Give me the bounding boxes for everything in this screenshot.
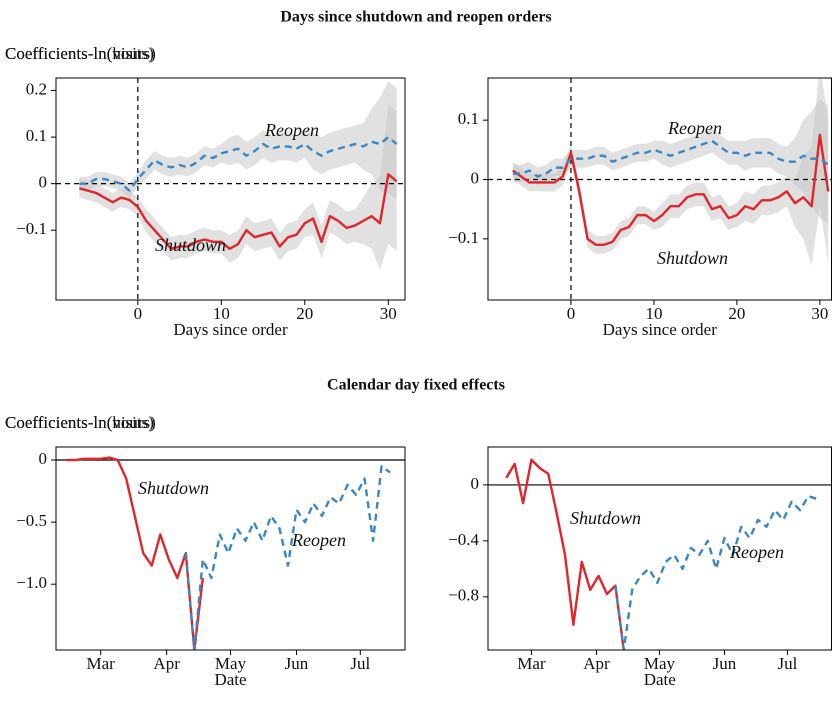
x-tick-label: 30 xyxy=(380,304,397,323)
series-line xyxy=(512,139,829,178)
y-axis-label: Coefficients-ln(hours) xyxy=(5,44,156,63)
x-axis-label: Date xyxy=(644,670,676,689)
y-tick-label: −0.5 xyxy=(16,511,47,530)
x-tick-label: Mar xyxy=(517,654,546,673)
x-tick-label: Jun xyxy=(713,654,737,673)
x-tick-label: 20 xyxy=(296,304,313,323)
x-tick-label: Apr xyxy=(583,654,610,673)
x-tick-label: Jul xyxy=(778,654,798,673)
section-title: Calendar day fixed effects xyxy=(327,377,505,394)
plot-area xyxy=(488,78,832,300)
plot-frame xyxy=(55,77,406,301)
y-tick-label: −0.8 xyxy=(448,586,479,605)
series-annotation: Reopen xyxy=(264,120,319,140)
series-line xyxy=(79,135,398,192)
x-tick-label: 0 xyxy=(567,304,576,323)
x-axis-label: Date xyxy=(214,670,246,689)
y-tick-label: −0.1 xyxy=(16,219,47,238)
x-axis-label: Days since order xyxy=(603,320,718,339)
y-tick-label: 0.1 xyxy=(458,109,479,128)
series-line xyxy=(505,458,625,650)
series-annotation: Reopen xyxy=(667,118,722,138)
series-line xyxy=(512,133,830,246)
series-annotation: Reopen xyxy=(291,530,346,550)
plot-area xyxy=(56,78,405,300)
series-line xyxy=(66,456,205,650)
series-line xyxy=(614,494,818,650)
y-axis-label: Coefficients-ln(hours) xyxy=(5,413,156,432)
plot-area xyxy=(488,458,832,650)
series-annotation: Shutdown xyxy=(155,235,226,255)
series-annotation: Shutdown xyxy=(657,248,728,268)
y-tick-label: −1.0 xyxy=(16,573,47,592)
x-tick-label: 10 xyxy=(213,304,230,323)
y-tick-label: 0 xyxy=(39,449,48,468)
series-line xyxy=(79,173,398,251)
series-annotation: Shutdown xyxy=(570,508,641,528)
series-annotation: Shutdown xyxy=(138,478,209,498)
x-tick-label: May xyxy=(644,654,676,673)
y-tick-label: 0.1 xyxy=(26,126,47,145)
x-tick-label: Apr xyxy=(153,654,180,673)
confidence-band xyxy=(512,78,829,266)
y-axis-label: Coefficients-ln(visits) xyxy=(5,413,154,432)
x-tick-label: Mar xyxy=(87,654,116,673)
x-tick-label: Jul xyxy=(350,654,370,673)
y-tick-label: 0.2 xyxy=(26,79,47,98)
x-tick-label: 0 xyxy=(134,304,143,323)
x-axis-label: Days since order xyxy=(173,320,288,339)
y-tick-label: −0.1 xyxy=(448,228,479,247)
plot-area xyxy=(56,456,405,650)
y-tick-label: 0 xyxy=(39,173,48,192)
x-tick-label: 20 xyxy=(728,304,745,323)
y-axis-label: Coefficients-ln(visits) xyxy=(5,44,154,63)
series-line xyxy=(184,465,391,650)
confidence-band xyxy=(512,99,829,225)
y-tick-label: 0 xyxy=(471,474,480,493)
x-tick-label: Jun xyxy=(285,654,309,673)
x-tick-label: 10 xyxy=(645,304,662,323)
x-tick-label: 30 xyxy=(811,304,828,323)
y-tick-label: −0.4 xyxy=(448,530,479,549)
y-tick-label: 0 xyxy=(471,168,480,187)
series-annotation: Reopen xyxy=(729,542,784,562)
section-title: Days since shutdown and reopen orders xyxy=(280,9,551,26)
confidence-band xyxy=(79,81,397,200)
x-tick-label: May xyxy=(215,654,247,673)
